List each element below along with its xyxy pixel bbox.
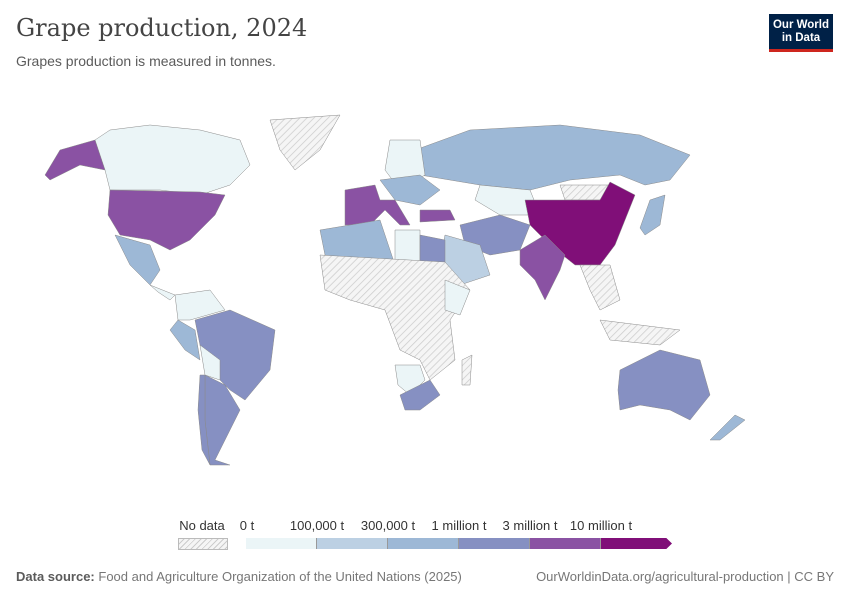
country-greenland[interactable] — [269, 114, 341, 171]
country-alaska[interactable] — [44, 139, 106, 181]
country-mexico[interactable] — [114, 234, 161, 286]
legend-bin-5[interactable] — [601, 538, 672, 549]
world-map[interactable] — [0, 85, 850, 510]
country-australia[interactable] — [617, 349, 711, 421]
legend-label-1: 100,000 t — [289, 518, 345, 533]
legend-label-5: 10 million t — [569, 518, 633, 533]
legend-bin-2[interactable] — [388, 538, 459, 549]
data-source: Data source: Food and Agriculture Organi… — [16, 569, 462, 584]
country-turkey[interactable] — [419, 209, 456, 223]
country-japan[interactable] — [639, 194, 666, 236]
source-url[interactable]: OurWorldinData.org/agricultural-producti… — [536, 569, 834, 584]
legend-label-4: 3 million t — [502, 518, 558, 533]
country-central-europe[interactable] — [379, 174, 441, 206]
region-southeast-asia[interactable] — [579, 264, 621, 311]
legend-label-0: 0 t — [239, 518, 255, 533]
legend-label-3: 1 million t — [431, 518, 487, 533]
map-legend: No data 0 t 100,000 t 300,000 t 1 millio… — [0, 515, 850, 555]
country-peru[interactable] — [169, 319, 201, 361]
legend-bin-4[interactable] — [530, 538, 601, 549]
region-subsaharan-africa[interactable] — [319, 254, 471, 381]
country-usa[interactable] — [107, 189, 226, 251]
country-central-america[interactable] — [149, 284, 176, 301]
chart-title: Grape production, 2024 — [16, 14, 308, 42]
owid-logo[interactable]: Our World in Data — [769, 14, 833, 52]
country-chile[interactable] — [197, 374, 211, 466]
source-text[interactable]: Food and Agriculture Organization of the… — [98, 569, 462, 584]
country-ethiopia-kenya[interactable] — [444, 279, 471, 316]
source-label: Data source: — [16, 569, 95, 584]
legend-bin-1[interactable] — [317, 538, 388, 549]
legend-no-data-swatch[interactable] — [178, 538, 228, 550]
legend-bin-3[interactable] — [459, 538, 530, 549]
legend-bin-0[interactable] — [246, 538, 317, 549]
country-south-africa[interactable] — [399, 379, 441, 411]
country-russia[interactable] — [414, 124, 691, 191]
country-canada[interactable] — [94, 124, 251, 196]
country-colombia-venezuela[interactable] — [174, 289, 226, 321]
legend-label-2: 300,000 t — [360, 518, 416, 533]
legend-no-data-label: No data — [179, 518, 225, 533]
country-indonesia[interactable] — [599, 319, 681, 346]
logo-line2: in Data — [781, 32, 821, 44]
country-egypt[interactable] — [419, 234, 446, 263]
country-bolivia[interactable] — [199, 344, 221, 381]
country-india[interactable] — [519, 234, 566, 301]
country-madagascar[interactable] — [461, 354, 473, 386]
logo-line1: Our World — [772, 19, 829, 31]
country-new-zealand[interactable] — [709, 414, 746, 441]
country-kazakhstan[interactable] — [474, 184, 541, 216]
chart-subtitle: Grapes production is measured in tonnes. — [16, 53, 276, 69]
